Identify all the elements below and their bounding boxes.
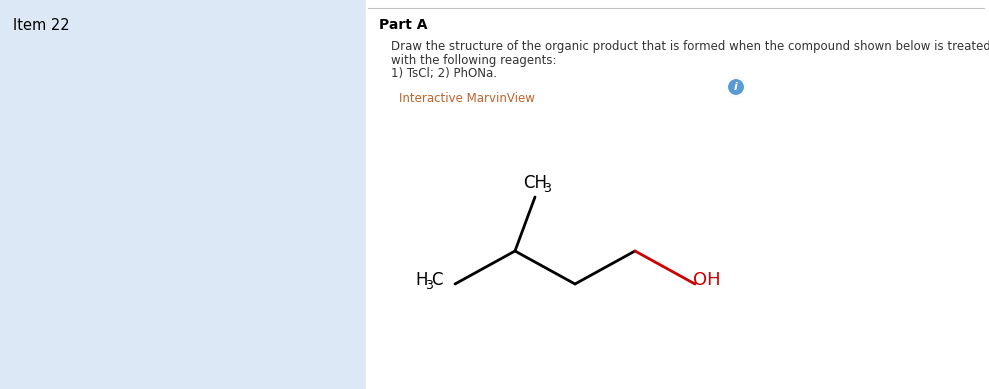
Text: Part A: Part A (379, 18, 427, 32)
Text: 1) TsCl; 2) PhONa.: 1) TsCl; 2) PhONa. (391, 67, 497, 80)
Text: Draw the structure of the organic product that is formed when the compound shown: Draw the structure of the organic produc… (391, 40, 989, 53)
Text: Item 22: Item 22 (13, 18, 69, 33)
Text: with the following reagents:: with the following reagents: (391, 54, 557, 67)
Text: 3: 3 (543, 182, 551, 195)
Text: OH: OH (693, 271, 721, 289)
Text: i: i (734, 82, 738, 92)
Text: CH: CH (523, 174, 547, 192)
Text: H: H (415, 271, 427, 289)
Bar (366, 0, 989, 389)
Text: 3: 3 (425, 279, 433, 292)
Text: C: C (431, 271, 442, 289)
Circle shape (727, 78, 745, 96)
Text: Interactive MarvinView: Interactive MarvinView (399, 92, 535, 105)
Bar (0, 0, 366, 389)
